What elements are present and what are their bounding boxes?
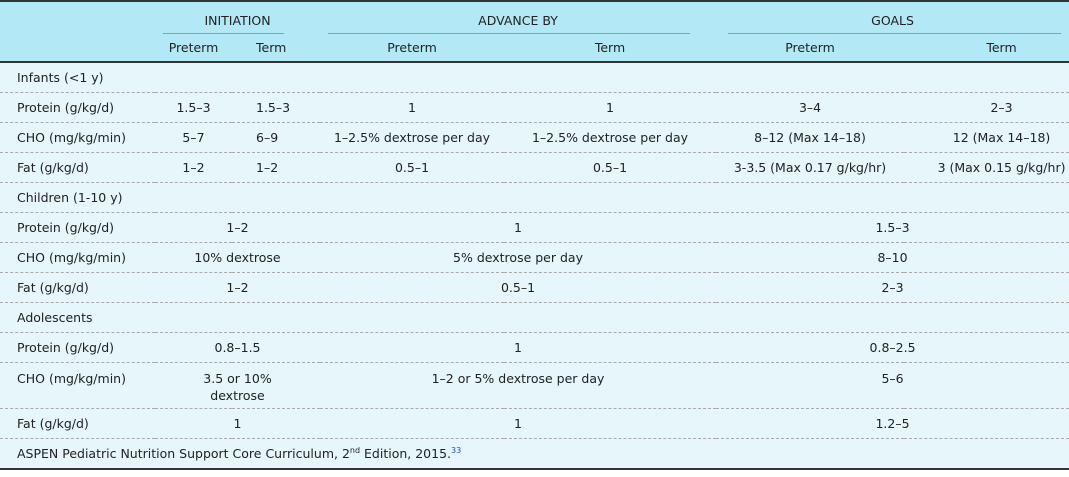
table-row: Protein (g/kg/d) 1–2 1 1.5–3: [0, 212, 1069, 243]
cell: 3-3.5 (Max 0.17 g/kg/hr): [716, 152, 905, 183]
section-title: Infants (<1 y): [0, 62, 1069, 93]
cell: 1–2: [155, 212, 321, 243]
sub-goals-preterm: Preterm: [785, 40, 835, 55]
cell: 0.5–1: [320, 152, 505, 183]
footnote-text-rest: Edition, 2015.: [360, 446, 452, 462]
cell: 6–9: [232, 122, 321, 153]
section-title: Children (1-10 y): [0, 182, 1069, 213]
sub-goals-term: Term: [986, 40, 1017, 55]
cell: 2–3: [716, 272, 1069, 303]
cell: 1.5–3: [155, 92, 232, 123]
row-label: CHO (mg/kg/min): [0, 242, 155, 273]
footnote: ASPEN Pediatric Nutrition Support Core C…: [0, 439, 1069, 470]
footnote-sup: nd: [349, 445, 361, 455]
header-initiation: INITIATION: [155, 1, 320, 34]
header-sub-row: Preterm Term Preterm Term Preterm Term: [0, 34, 1069, 62]
cell: 8–12 (Max 14–18): [716, 122, 905, 153]
cell: 3 (Max 0.15 g/kg/hr): [904, 152, 1069, 183]
cell: 1.5–3: [716, 212, 1069, 243]
footnote-text: ASPEN Pediatric Nutrition Support Core C…: [17, 446, 350, 462]
cell: 0.8–1.5: [155, 332, 321, 363]
cell: 0.5–1: [320, 272, 717, 303]
header-blank: [0, 34, 155, 62]
table-row: Fat (g/kg/d) 1–2 1–2 0.5–1 0.5–1 3-3.5 (…: [0, 152, 1069, 183]
cell: 1: [320, 408, 717, 439]
cell: 3.5 or 10% dextrose: [155, 362, 321, 409]
header-goals: GOALS: [716, 1, 1069, 34]
row-label: CHO (mg/kg/min): [0, 362, 155, 409]
header-label: INITIATION: [204, 12, 271, 28]
section-title: Adolescents: [0, 302, 1069, 333]
header-blank: [0, 1, 155, 34]
cell: 10% dextrose: [155, 242, 321, 273]
sub-initiation-preterm: Preterm: [168, 40, 219, 55]
cell: 5% dextrose per day: [320, 242, 717, 273]
row-label: Protein (g/kg/d): [0, 212, 155, 243]
cell: 1: [155, 408, 321, 439]
table-row: CHO (mg/kg/min) 10% dextrose 5% dextrose…: [0, 242, 1069, 273]
cell: 1–2: [155, 272, 321, 303]
cell: 5–6: [716, 362, 1069, 409]
header-label: GOALS: [871, 12, 914, 28]
sub-advance-preterm: Preterm: [387, 40, 437, 55]
cell: 2–3: [904, 92, 1069, 123]
section-row-adolescents: Adolescents: [0, 302, 1069, 333]
cell: 1: [320, 92, 505, 123]
row-label: Fat (g/kg/d): [0, 408, 155, 439]
cell: 1: [504, 92, 717, 123]
row-label: Protein (g/kg/d): [0, 332, 155, 363]
cell: 1.5–3: [232, 92, 321, 123]
cell-text: 3.5 or 10% dextrose: [203, 371, 272, 403]
table-row: CHO (mg/kg/min) 3.5 or 10% dextrose 1–2 …: [0, 362, 1069, 409]
cell: 1–2 or 5% dextrose per day: [320, 362, 717, 409]
table-row: CHO (mg/kg/min) 5–7 6–9 1–2.5% dextrose …: [0, 122, 1069, 153]
row-label: Protein (g/kg/d): [0, 92, 155, 123]
header-group-row: INITIATION ADVANCE BY GOALS: [0, 1, 1069, 34]
row-label: CHO (mg/kg/min): [0, 122, 155, 153]
cell: 1–2: [232, 152, 321, 183]
cell: 1: [320, 332, 717, 363]
cell: 1–2.5% dextrose per day: [504, 122, 717, 153]
cell: 5–7: [155, 122, 232, 153]
cell: 1–2.5% dextrose per day: [320, 122, 505, 153]
row-label: Fat (g/kg/d): [0, 272, 155, 303]
cell: 1–2: [155, 152, 232, 183]
table-row: Fat (g/kg/d) 1–2 0.5–1 2–3: [0, 272, 1069, 303]
row-label: Fat (g/kg/d): [0, 152, 155, 183]
cell: 1: [320, 212, 717, 243]
section-row-children: Children (1-10 y): [0, 182, 1069, 213]
cell: 0.5–1: [504, 152, 717, 183]
cell: 0.8–2.5: [716, 332, 1069, 363]
section-row-infants: Infants (<1 y): [0, 62, 1069, 93]
footnote-row: ASPEN Pediatric Nutrition Support Core C…: [0, 438, 1069, 470]
header-label: ADVANCE BY: [478, 12, 558, 28]
table-row: Fat (g/kg/d) 1 1 1.2–5: [0, 408, 1069, 439]
sub-initiation-term: Term: [256, 40, 287, 55]
reference-link[interactable]: 33: [451, 445, 462, 455]
cell: 8–10: [716, 242, 1069, 273]
table-row: Protein (g/kg/d) 0.8–1.5 1 0.8–2.5: [0, 332, 1069, 363]
sub-advance-term: Term: [594, 40, 626, 55]
cell: 3–4: [716, 92, 905, 123]
cell: 12 (Max 14–18): [904, 122, 1069, 153]
table-row: Protein (g/kg/d) 1.5–3 1.5–3 1 1 3–4 2–3: [0, 92, 1069, 123]
header-advance-by: ADVANCE BY: [320, 1, 716, 34]
cell: 1.2–5: [716, 408, 1069, 439]
